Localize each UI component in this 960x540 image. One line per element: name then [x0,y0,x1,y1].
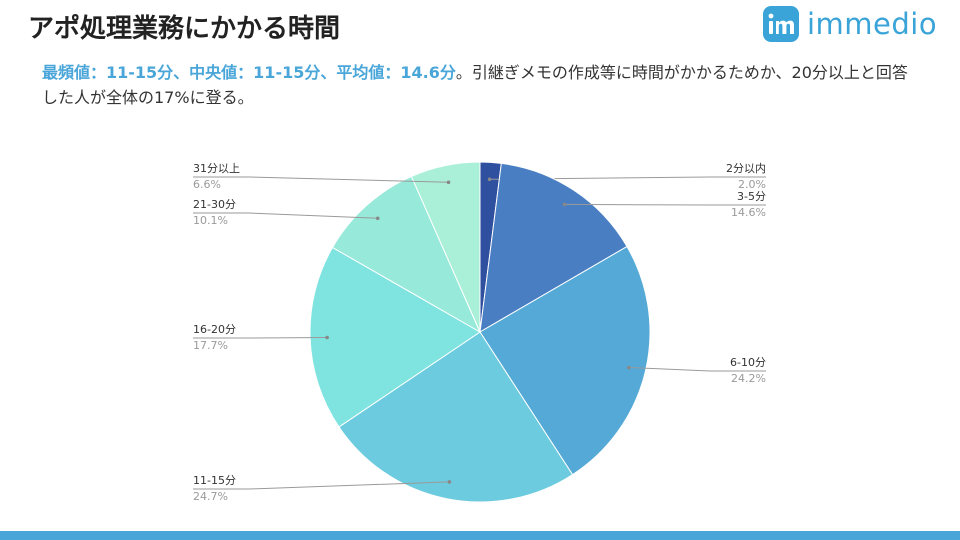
slice-label-4: 11-15分 [193,474,236,487]
leader-line-2 [564,203,766,206]
slice-value-5: 17.7% [193,339,228,352]
slice-value-7: 6.6% [193,178,221,191]
leader-dot-3 [627,365,631,370]
slice-value-6: 10.1% [193,214,228,227]
leader-dot-6 [375,216,380,221]
slice-value-1: 2.0% [738,178,766,191]
pie-slice-7 [410,161,481,333]
immedio-logo: immedio [763,6,937,42]
subtitle-stats: 最頻値：11-15分、中央値：11-15分、平均値：14.6分 [42,63,456,82]
pie-slice-6 [331,175,482,334]
pie-slice-3 [479,245,651,476]
logo-mark-glyph [768,13,794,34]
leader-line-3 [628,367,766,372]
leader-dot-5 [325,335,329,340]
leader-line-6 [193,212,378,219]
pie-slice-2 [479,162,628,333]
logo-mark-icon [763,6,799,42]
leader-line-5 [193,337,328,339]
subtitle-comment: 。引継ぎメモの作成等に時間がかかるためか、20分以上と回答した人が全体の17%に… [42,63,908,107]
slice-label-1: 2分以内 [726,161,766,175]
slice-value-4: 24.7% [193,490,228,503]
leader-line-4 [193,481,450,490]
slide-subtitle: 最頻値：11-15分、中央値：11-15分、平均値：14.6分。引継ぎメモの作成… [42,60,922,110]
leader-dot-7 [446,180,451,185]
slide-title: アポ処理業務にかかる時間 [28,14,341,44]
slice-label-3: 6-10分 [730,356,766,369]
pie-slice-4 [338,331,574,503]
pie-slice-5 [309,246,481,428]
leader-dot-1 [487,177,492,182]
slice-value-3: 24.2% [731,372,766,385]
leader-dot-2 [562,202,567,207]
slice-label-2: 3-5分 [737,190,766,203]
slice-label-7: 31分以上 [193,162,240,175]
logo-text: immedio [807,7,938,41]
leader-dot-4 [447,480,452,484]
slice-value-2: 14.6% [731,206,766,219]
leader-line-1 [489,176,766,180]
slice-label-6: 21-30分 [193,198,236,211]
leader-line-7 [193,176,449,183]
bottom-accent-bar [0,531,960,540]
slice-label-5: 16-20分 [193,323,236,336]
